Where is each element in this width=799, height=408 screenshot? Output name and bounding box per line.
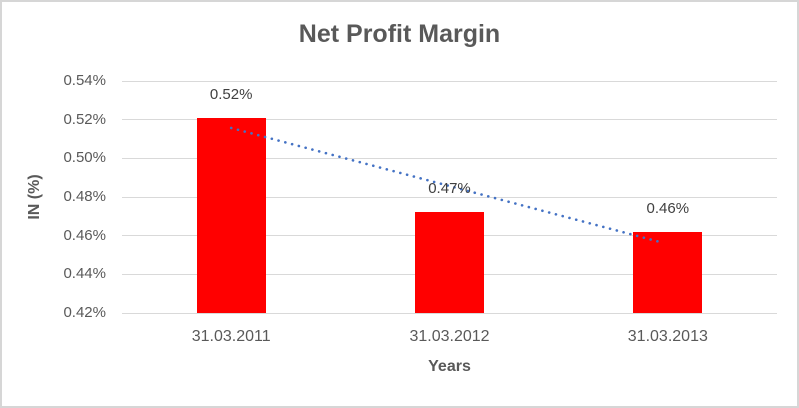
gridline [122,80,777,82]
bar-31.03.2013 [633,231,703,313]
chart-title: Net Profit Margin [298,20,501,48]
y-tick-label: 0.54% [63,72,106,89]
y-tick-label: 0.52% [63,110,106,128]
x-axis-title: Years [428,358,471,375]
x-tick-label: 31.03.2012 [409,328,490,345]
y-tick-label: 0.42% [63,304,106,321]
y-tick-label: 0.44% [63,265,106,283]
x-tick-label: 31.03.2013 [627,328,708,345]
bar-31.03.2011 [196,117,266,313]
gridline [122,119,777,121]
y-tick-label: 0.46% [63,226,106,244]
y-tick-label: 0.48% [63,188,106,205]
y-tick-label: 0.50% [63,149,106,167]
bar-31.03.2012 [415,212,484,313]
gridline [122,312,777,314]
data-label: 0.46% [646,199,690,217]
data-label: 0.52% [209,85,253,103]
data-label: 0.47% [428,180,471,198]
x-tick-label: 31.03.2011 [191,328,271,345]
